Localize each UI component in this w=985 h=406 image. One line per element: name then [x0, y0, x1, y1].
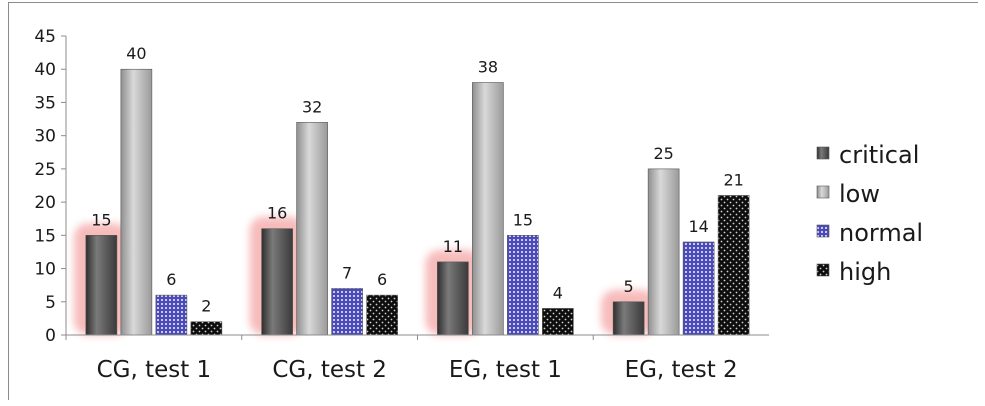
- bar-critical: [612, 301, 645, 336]
- bar-critical: [261, 228, 293, 336]
- legend-swatch-normal: [816, 224, 830, 238]
- y-tick-label: 0: [45, 326, 56, 346]
- bars: [85, 68, 750, 336]
- bar-high: [542, 308, 574, 336]
- bar-critical: [85, 235, 118, 336]
- y-tick-label: 30: [34, 127, 56, 147]
- data-label-high: 6: [377, 270, 387, 289]
- y-tick-label: 5: [45, 293, 56, 313]
- bar-normal: [155, 294, 188, 336]
- legend-label-critical: critical: [839, 141, 919, 169]
- bar-normal: [682, 241, 715, 336]
- bar-low: [296, 122, 328, 336]
- y-tick-label: 40: [34, 60, 56, 80]
- bar-normal: [331, 288, 363, 336]
- legend: critical low normal high: [816, 141, 923, 286]
- x-category-label: EG, test 2: [625, 357, 738, 383]
- data-labels: 15 40 6 2 16 32 7 6 11 38 15 4 5 25 14 21: [91, 44, 744, 315]
- legend-swatch-critical: [816, 146, 830, 160]
- x-category-label: CG, test 1: [97, 357, 212, 383]
- y-tick-label: 10: [34, 260, 56, 280]
- data-label-critical: 15: [91, 210, 111, 229]
- bar-normal: [507, 235, 539, 336]
- data-label-low: 25: [653, 144, 673, 163]
- data-label-low: 32: [302, 97, 322, 116]
- y-axis: 0 5 10 15 20 25 30 35 40 45: [34, 27, 67, 346]
- data-label-high: 4: [553, 283, 563, 302]
- data-label-critical: 5: [624, 277, 634, 296]
- bar-high: [717, 195, 750, 336]
- y-tick-label: 20: [34, 193, 56, 213]
- legend-label-high: high: [839, 258, 891, 286]
- x-category-label: CG, test 2: [272, 357, 387, 383]
- data-label-high: 2: [201, 297, 211, 316]
- data-label-critical: 11: [443, 237, 463, 256]
- data-label-low: 40: [126, 44, 146, 63]
- legend-swatch-high: [816, 263, 830, 277]
- y-tick-label: 15: [34, 226, 56, 246]
- data-label-normal: 15: [513, 210, 533, 229]
- data-label-high: 21: [723, 170, 743, 189]
- legend-label-low: low: [839, 180, 880, 208]
- bar-high: [366, 294, 398, 336]
- legend-swatch-low: [816, 185, 830, 199]
- data-label-low: 38: [478, 58, 498, 77]
- bar-low: [120, 68, 153, 336]
- x-category-label: EG, test 1: [449, 357, 562, 383]
- bar-critical: [437, 261, 469, 336]
- data-label-critical: 16: [267, 204, 287, 223]
- data-label-normal: 6: [166, 270, 176, 289]
- chart-frame: 0 5 10 15 20 25 30 35 40 45 15 40 6 2 16 32 7 6 11 38 15 4 5 2…: [8, 2, 978, 400]
- legend-label-normal: normal: [839, 219, 923, 247]
- data-label-normal: 14: [688, 217, 708, 236]
- data-label-normal: 7: [342, 263, 352, 282]
- bar-high: [190, 321, 223, 336]
- bar-low: [647, 168, 680, 336]
- x-axis: CG, test 1 CG, test 2 EG, test 1 EG, test 2: [65, 334, 769, 383]
- bar-low: [472, 82, 504, 336]
- y-tick-label: 35: [34, 93, 56, 113]
- y-tick-label: 45: [34, 27, 56, 47]
- y-tick-label: 25: [34, 160, 56, 180]
